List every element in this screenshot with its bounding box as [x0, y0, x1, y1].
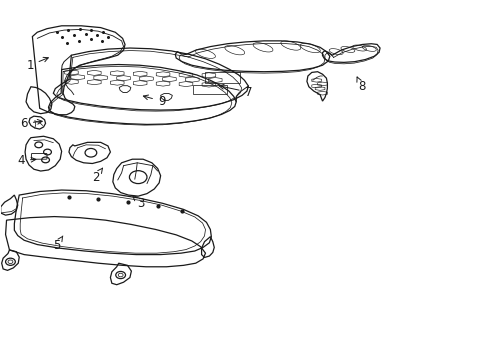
Text: 8: 8: [356, 77, 365, 93]
Text: 5: 5: [53, 236, 63, 252]
Text: 3: 3: [132, 195, 144, 210]
Text: 1: 1: [26, 57, 48, 72]
Bar: [193, 85, 227, 94]
Text: 4: 4: [18, 154, 36, 167]
Text: 9: 9: [143, 95, 165, 108]
Text: 7: 7: [219, 85, 252, 99]
Text: 6: 6: [20, 117, 42, 130]
Bar: [205, 72, 239, 83]
Text: 2: 2: [92, 168, 102, 184]
